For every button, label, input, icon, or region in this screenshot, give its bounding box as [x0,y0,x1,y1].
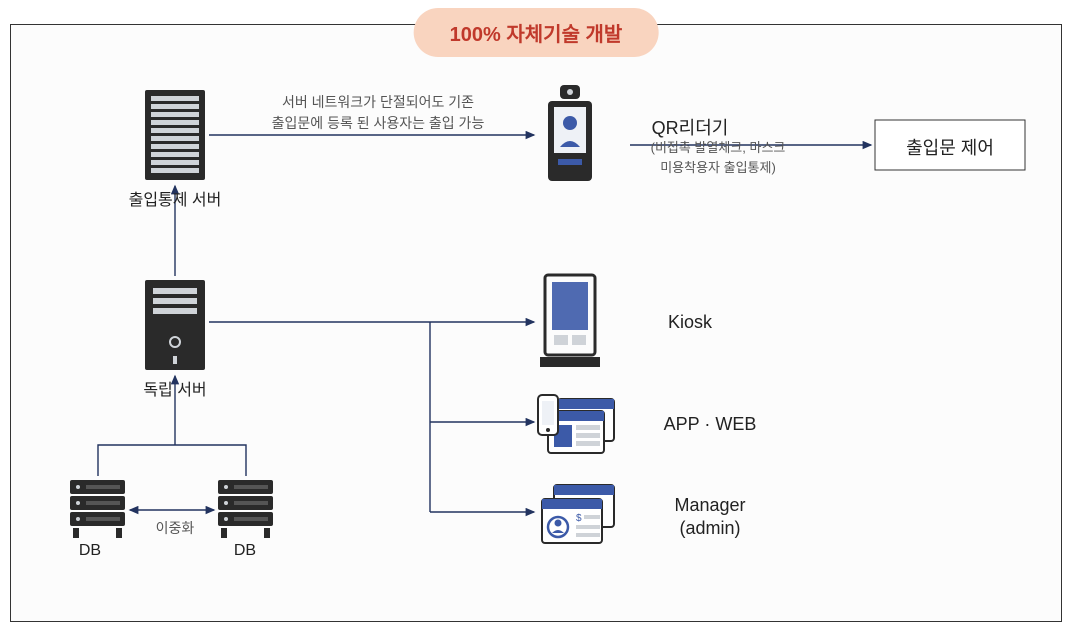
manager-label: Manager(admin) [630,494,790,541]
indep-server-label: 독립 서버 [125,376,225,400]
title-pill: 100% 자체기술 개발 [414,8,659,57]
server-note: 서버 네트워크가 단절되어도 기존출입문에 등록 된 사용자는 출입 가능 [228,92,528,134]
db-left-label: DB [60,542,120,560]
db-dup-label: 이중화 [140,518,210,539]
db-right-label: DB [210,542,280,560]
qr-reader-label: QR리더기 [630,114,750,140]
appweb-label: APP · WEB [630,414,790,435]
access-server-label: 출입통제 서버 [115,186,235,210]
qr-reader-sub: (비접촉 발열체크, 마스크미용착용자 출입통제) [618,138,818,177]
kiosk-label: Kiosk [630,312,750,333]
gate-control-label: 출입문 제어 [875,134,1025,160]
